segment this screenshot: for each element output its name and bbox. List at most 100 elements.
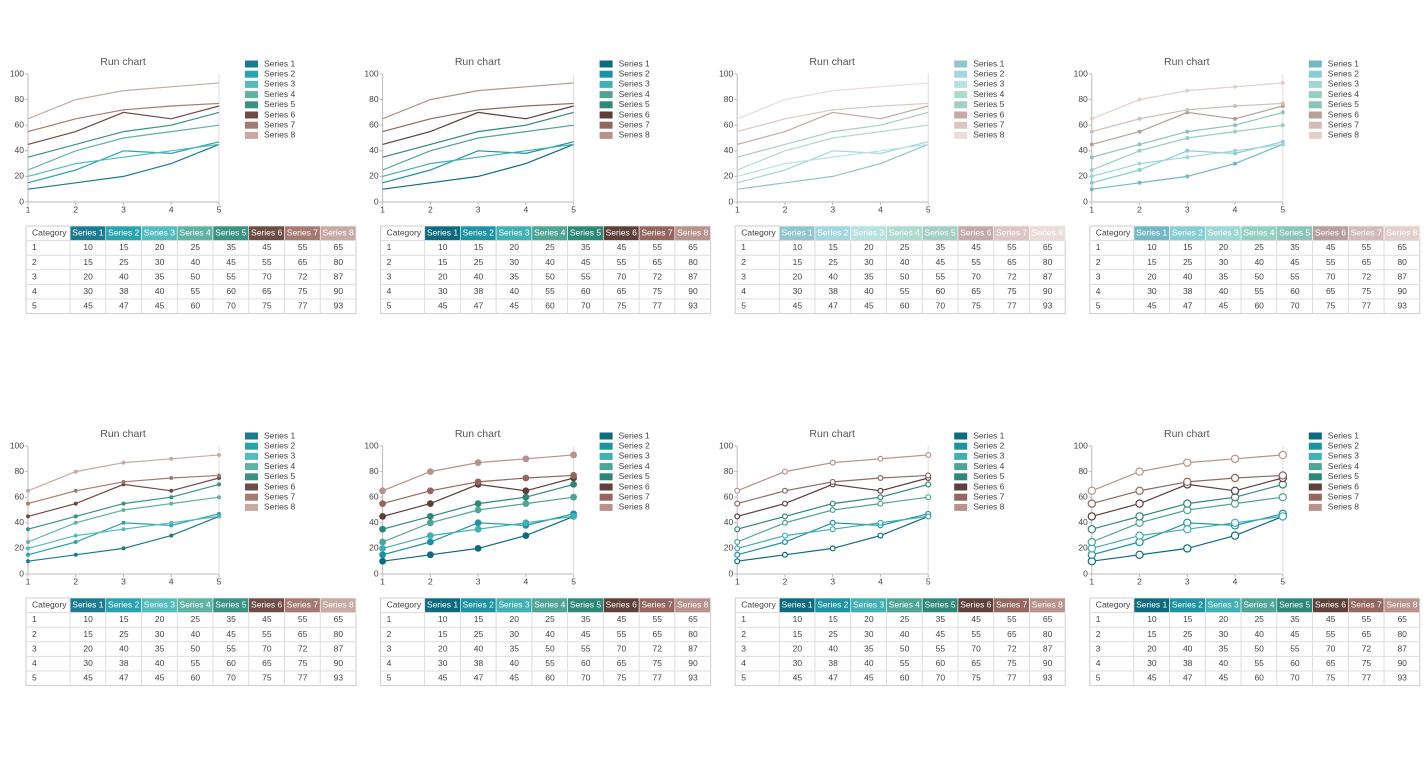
data-point	[734, 500, 741, 507]
data-point	[570, 481, 577, 488]
data-point	[1233, 123, 1238, 128]
y-tick-label: 60	[724, 119, 734, 129]
table-cell: 35	[936, 614, 946, 624]
data-point	[925, 494, 932, 501]
x-tick-label: 4	[1233, 204, 1238, 214]
table-cell: 80	[688, 257, 698, 267]
y-tick-label: 100	[1074, 440, 1088, 450]
table-cell: 77	[1007, 301, 1017, 311]
table-cell: 75	[617, 301, 627, 311]
table-cell: 77	[653, 301, 663, 311]
legend-swatch	[954, 111, 968, 119]
table-cell: 20	[155, 614, 165, 624]
data-point	[1089, 168, 1094, 172]
table-cell: 60	[936, 286, 946, 296]
x-tick-label: 2	[783, 576, 788, 586]
table-cell: 70	[262, 271, 272, 281]
table-cell: 93	[334, 673, 344, 683]
data-point	[121, 546, 126, 551]
table-header-label: Series 8	[1032, 600, 1063, 610]
data-point	[781, 519, 788, 526]
legend-swatch	[245, 503, 258, 511]
legend-label: Series 6	[1328, 481, 1359, 491]
table-cell: 77	[653, 673, 663, 683]
legend-swatch	[599, 493, 613, 501]
data-point	[217, 495, 221, 500]
table-cell: 50	[900, 643, 910, 653]
table-category: 1	[1096, 242, 1101, 252]
y-tick-label: 40	[724, 145, 734, 155]
legend-label: Series 6	[619, 481, 650, 491]
table-cell: 60	[226, 286, 236, 296]
y-tick-label: 80	[724, 466, 734, 476]
data-point	[1280, 80, 1285, 85]
table-cell: 90	[1043, 286, 1053, 296]
table-cell: 45	[226, 257, 236, 267]
data-point	[26, 501, 30, 506]
legend-label: Series 8	[973, 130, 1004, 140]
table-header-label: Series 6	[1315, 228, 1346, 238]
table-cell: 75	[653, 286, 663, 296]
table-cell: 55	[1326, 629, 1336, 639]
legend-label: Series 4	[1328, 461, 1359, 471]
table-header-label: Series 2	[108, 600, 139, 610]
legend-swatch	[245, 111, 258, 119]
table-cell: 20	[438, 271, 448, 281]
table-cell: 65	[262, 286, 272, 296]
data-point	[1183, 458, 1192, 467]
table-cell: 25	[119, 629, 129, 639]
table-cell: 55	[298, 614, 308, 624]
data-point	[26, 552, 30, 557]
data-point	[1137, 97, 1142, 102]
table-category: 2	[1096, 629, 1101, 639]
table-category: 3	[741, 643, 746, 653]
data-point	[426, 519, 434, 527]
legend-swatch	[954, 452, 968, 460]
table-cell: 10	[793, 242, 803, 252]
table-cell: 55	[617, 257, 627, 267]
data-point	[522, 532, 530, 539]
y-tick-label: 100	[364, 440, 378, 450]
data-point	[781, 513, 788, 520]
data-point	[877, 455, 884, 462]
legend-label: Series 7	[264, 119, 295, 129]
data-point	[169, 495, 174, 500]
data-point	[73, 540, 78, 544]
x-tick-label: 4	[523, 576, 528, 586]
table-cell: 90	[1043, 658, 1053, 668]
x-tick-label: 4	[878, 576, 883, 586]
table-cell: 15	[1183, 614, 1193, 624]
legend-label: Series 2	[619, 68, 650, 78]
x-tick-label: 3	[830, 204, 835, 214]
table-cell: 20	[1219, 614, 1229, 624]
series-line	[736, 124, 929, 171]
chart-title: Run chart	[809, 428, 855, 440]
data-point	[169, 520, 174, 525]
x-tick-label: 1	[735, 204, 740, 214]
table-cell: 55	[226, 643, 236, 653]
table-cell: 60	[191, 301, 201, 311]
table-cell: 30	[864, 257, 874, 267]
table-cell: 45	[155, 673, 165, 683]
data-point	[1185, 107, 1190, 112]
series-line	[737, 105, 929, 145]
table-cell: 60	[1254, 673, 1264, 683]
series-line	[27, 124, 220, 171]
legend-label: Series 5	[973, 471, 1004, 481]
table-cell: 65	[617, 286, 627, 296]
table-cell: 20	[438, 643, 448, 653]
series-line	[382, 143, 574, 190]
data-point	[522, 493, 530, 501]
table-cell: 30	[1219, 629, 1229, 639]
table-cell: 35	[1219, 271, 1229, 281]
data-point	[1278, 471, 1288, 480]
data-point	[121, 501, 126, 506]
legend-swatch	[1308, 121, 1322, 129]
legend-label: Series 8	[1328, 502, 1359, 512]
data-point	[379, 545, 386, 552]
table-cell: 87	[1397, 643, 1407, 653]
x-tick-label: 3	[121, 204, 126, 214]
table-header-label: Series 5	[570, 228, 601, 238]
table-cell: 30	[83, 286, 93, 296]
legend-label: Series 7	[973, 491, 1004, 501]
